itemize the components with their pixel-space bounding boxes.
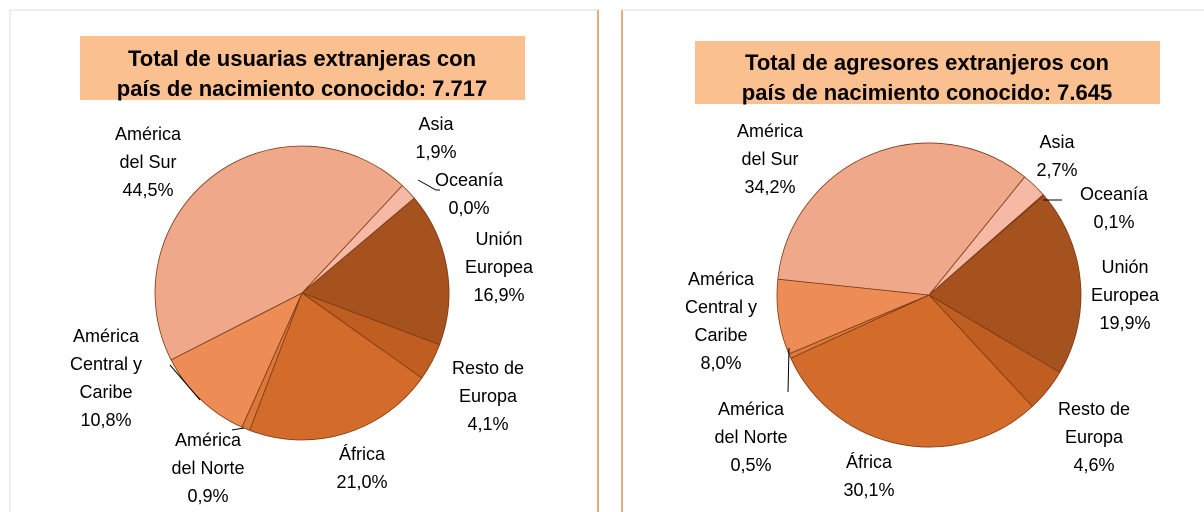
value-label: 21,0% xyxy=(336,472,387,492)
slice-label: Resto de Europa xyxy=(1058,399,1130,447)
slice-label: América Central y Caribe xyxy=(685,269,757,345)
leader-line xyxy=(787,347,790,393)
value-label: 34,2% xyxy=(744,177,795,197)
slice-label: Asia xyxy=(418,114,454,134)
value-label: 4,1% xyxy=(467,414,508,434)
leader-line xyxy=(169,364,201,401)
pie-slice xyxy=(249,292,423,441)
value-label: 1,9% xyxy=(415,142,456,162)
value-label: 4,6% xyxy=(1073,455,1114,475)
chart-title: Total de agresores extranjeros con país d… xyxy=(742,50,1112,105)
pie-slice xyxy=(170,292,303,428)
slice-label: Unión Europea xyxy=(465,229,534,277)
slice-label: América del Sur xyxy=(737,121,804,169)
slice-label: Unión Europea xyxy=(1091,257,1160,305)
slice-label: África xyxy=(339,444,386,464)
value-label: 2,7% xyxy=(1036,160,1077,180)
slice-label: Resto de Europa xyxy=(452,358,524,406)
leader-line xyxy=(231,427,245,431)
value-label: 0,1% xyxy=(1093,212,1134,232)
value-label: 0,0% xyxy=(448,198,489,218)
value-label: 0,9% xyxy=(187,486,228,506)
value-label: 30,1% xyxy=(843,480,894,500)
value-label: 0,5% xyxy=(730,455,771,475)
value-label: 8,0% xyxy=(700,353,741,373)
value-label: 16,9% xyxy=(473,285,524,305)
slice-label: Asia xyxy=(1039,132,1075,152)
pie-slice xyxy=(928,194,1082,374)
pie-slice xyxy=(154,145,403,361)
slice-label: América del Sur xyxy=(115,124,182,172)
value-label: 44,5% xyxy=(122,180,173,200)
chart-title: Total de usuarias extranjeras con país de… xyxy=(117,46,487,101)
slice-label: América Central y Caribe xyxy=(70,326,142,402)
value-label: 19,9% xyxy=(1099,313,1150,333)
title-box xyxy=(80,36,525,100)
value-label: 10,8% xyxy=(80,410,131,430)
slice-label: África xyxy=(846,452,893,472)
leader-line xyxy=(417,179,440,191)
slice-label: Oceanía xyxy=(1080,184,1149,204)
pie-slice xyxy=(777,142,1026,296)
title-box xyxy=(695,41,1160,104)
pie-slice xyxy=(301,197,450,346)
slice-label: América del Norte xyxy=(171,430,244,478)
slice-label: América del Norte xyxy=(714,399,787,447)
slice-label: Oceanía xyxy=(435,170,504,190)
pie-slice xyxy=(790,294,1033,448)
